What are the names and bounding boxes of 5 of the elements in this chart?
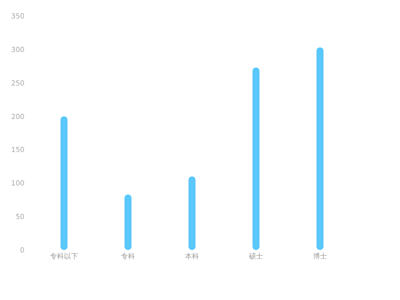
bar (316, 47, 324, 250)
bar (60, 116, 68, 250)
bar (124, 194, 132, 250)
bar (252, 67, 260, 250)
bar (188, 176, 196, 250)
